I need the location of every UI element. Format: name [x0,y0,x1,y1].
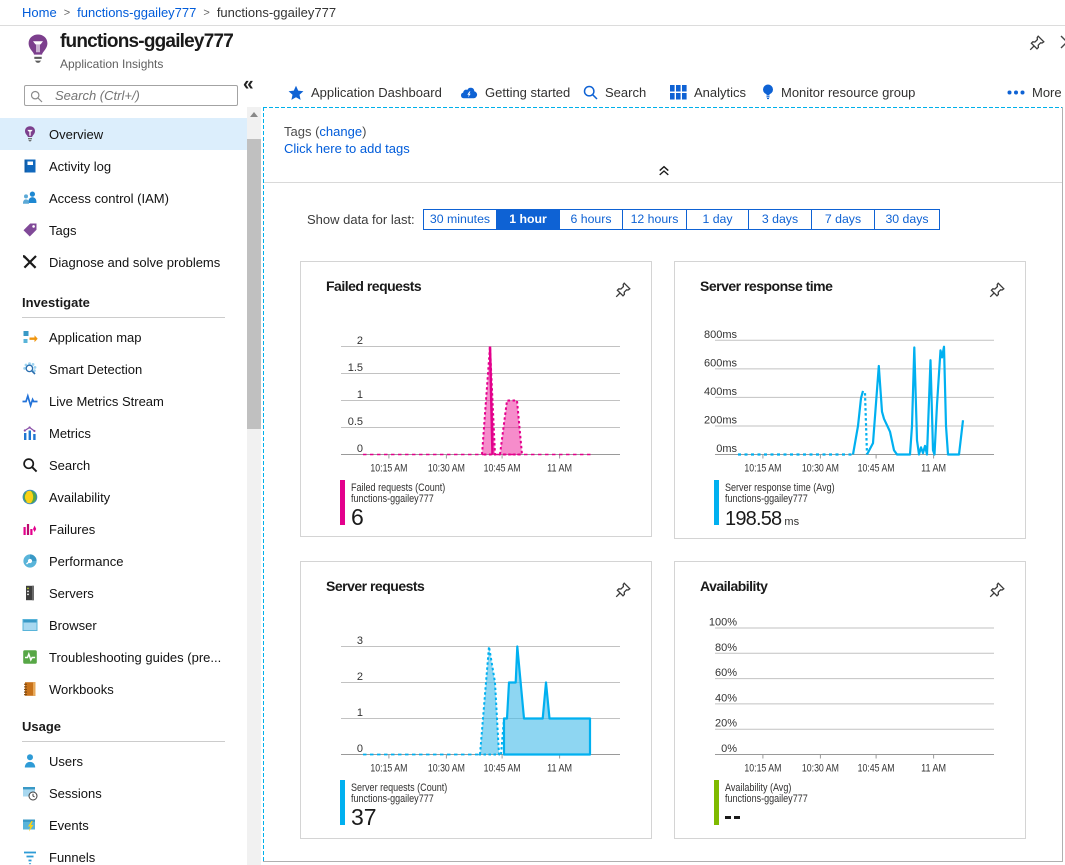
svg-text:10:45 AM: 10:45 AM [484,463,521,475]
svg-text:11 AM: 11 AM [921,463,946,475]
svg-text:11 AM: 11 AM [547,763,572,775]
svg-text:0.5: 0.5 [348,416,363,428]
svg-text:1: 1 [357,389,363,401]
svg-text:800ms: 800ms [704,329,738,341]
svg-text:0: 0 [357,743,363,755]
svg-text:10:45 AM: 10:45 AM [858,763,895,775]
svg-text:10:30 AM: 10:30 AM [428,463,465,475]
svg-text:10:15 AM: 10:15 AM [744,463,781,475]
svg-text:10:30 AM: 10:30 AM [802,763,839,775]
svg-text:10:15 AM: 10:15 AM [370,463,407,475]
svg-text:80%: 80% [715,642,737,654]
svg-text:40%: 40% [715,692,737,704]
svg-text:11 AM: 11 AM [547,463,572,475]
svg-text:10:15 AM: 10:15 AM [744,763,781,775]
svg-text:2: 2 [357,671,363,683]
svg-text:10:30 AM: 10:30 AM [428,763,465,775]
svg-text:10:45 AM: 10:45 AM [484,763,521,775]
svg-text:0ms: 0ms [716,443,737,455]
svg-text:1.5: 1.5 [348,362,363,374]
svg-text:10:30 AM: 10:30 AM [802,463,839,475]
svg-text:400ms: 400ms [704,386,738,398]
svg-text:10:15 AM: 10:15 AM [370,763,407,775]
svg-text:600ms: 600ms [704,357,738,369]
svg-text:0: 0 [357,443,363,455]
svg-text:20%: 20% [715,718,737,730]
svg-text:1: 1 [357,707,363,719]
svg-text:0%: 0% [721,743,737,755]
svg-text:2: 2 [357,335,363,347]
svg-text:100%: 100% [709,617,737,629]
svg-text:60%: 60% [715,667,737,679]
svg-text:11 AM: 11 AM [921,763,946,775]
svg-text:3: 3 [357,635,363,647]
svg-text:10:45 AM: 10:45 AM [858,463,895,475]
svg-text:200ms: 200ms [704,414,738,426]
